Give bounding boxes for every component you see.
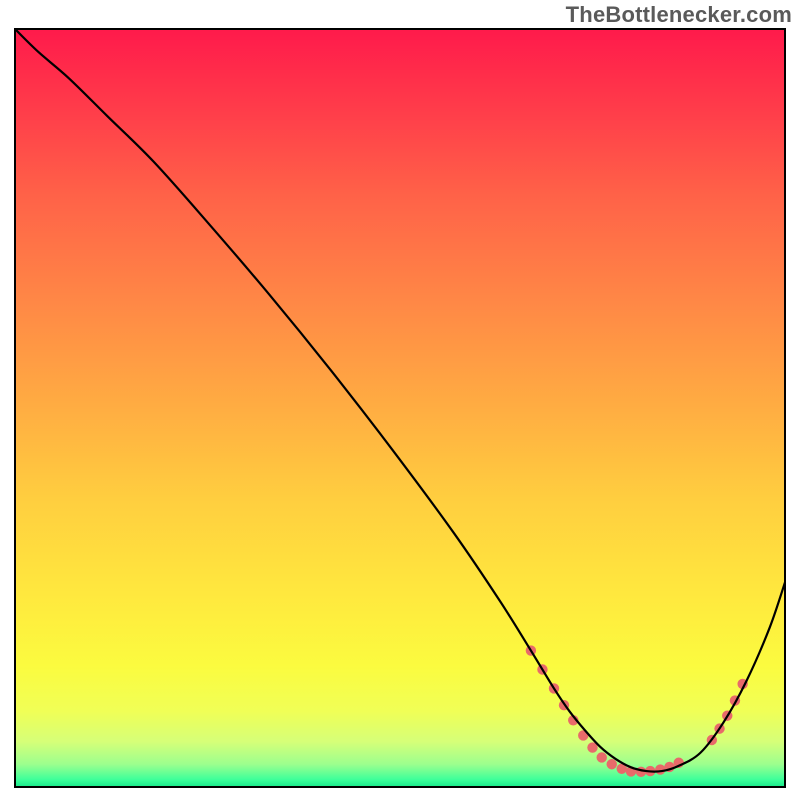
plot-background	[15, 29, 785, 787]
curve-marker	[655, 764, 665, 774]
chart-stage: TheBottlenecker.com	[0, 0, 800, 800]
chart-svg	[0, 0, 800, 800]
curve-marker	[607, 759, 617, 769]
watermark-text: TheBottlenecker.com	[566, 2, 792, 28]
curve-marker	[597, 752, 607, 762]
